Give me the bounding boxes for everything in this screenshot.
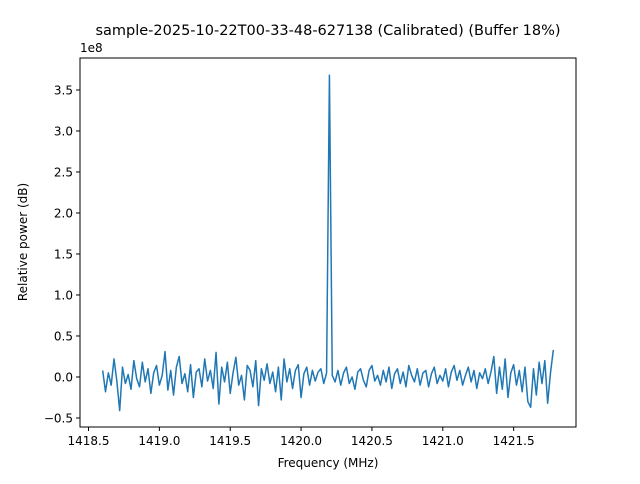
x-tick-label: 1420.0 <box>280 434 322 448</box>
x-tick-label: 1421.5 <box>493 434 535 448</box>
y-axis-label: Relative power (dB) <box>16 183 30 301</box>
y-tick-label: 0.0 <box>54 370 73 384</box>
y-tick-label: 1.5 <box>54 247 73 261</box>
axis-ticks: 1418.5 1419.0 1419.5 1420.0 1420.5 1421.0 1421… <box>44 83 535 448</box>
y-tick-label: 0.5 <box>54 329 73 343</box>
x-axis-label: Frequency (MHz) <box>278 456 379 470</box>
axes-frame <box>79 57 577 428</box>
y-tick-label: 3.0 <box>54 124 73 138</box>
x-tick-label: 1420.5 <box>351 434 393 448</box>
chart-title: sample-2025-10-22T00-33-48-627138 (Calib… <box>95 23 560 39</box>
y-offset-label: 1e8 <box>80 41 103 55</box>
y-tick-label: 2.0 <box>54 206 73 220</box>
plot-area <box>101 74 555 412</box>
y-tick-label: 3.5 <box>54 83 73 97</box>
x-tick-label: 1419.5 <box>209 434 251 448</box>
y-tick-label: 2.5 <box>54 165 73 179</box>
y-tick-label: 1.0 <box>54 288 73 302</box>
x-tick-label: 1418.5 <box>68 434 110 448</box>
x-tick-label: 1421.0 <box>422 434 464 448</box>
x-tick-label: 1419.0 <box>138 434 180 448</box>
series-line-0 <box>101 74 555 412</box>
y-tick-label: −0.5 <box>44 411 73 425</box>
